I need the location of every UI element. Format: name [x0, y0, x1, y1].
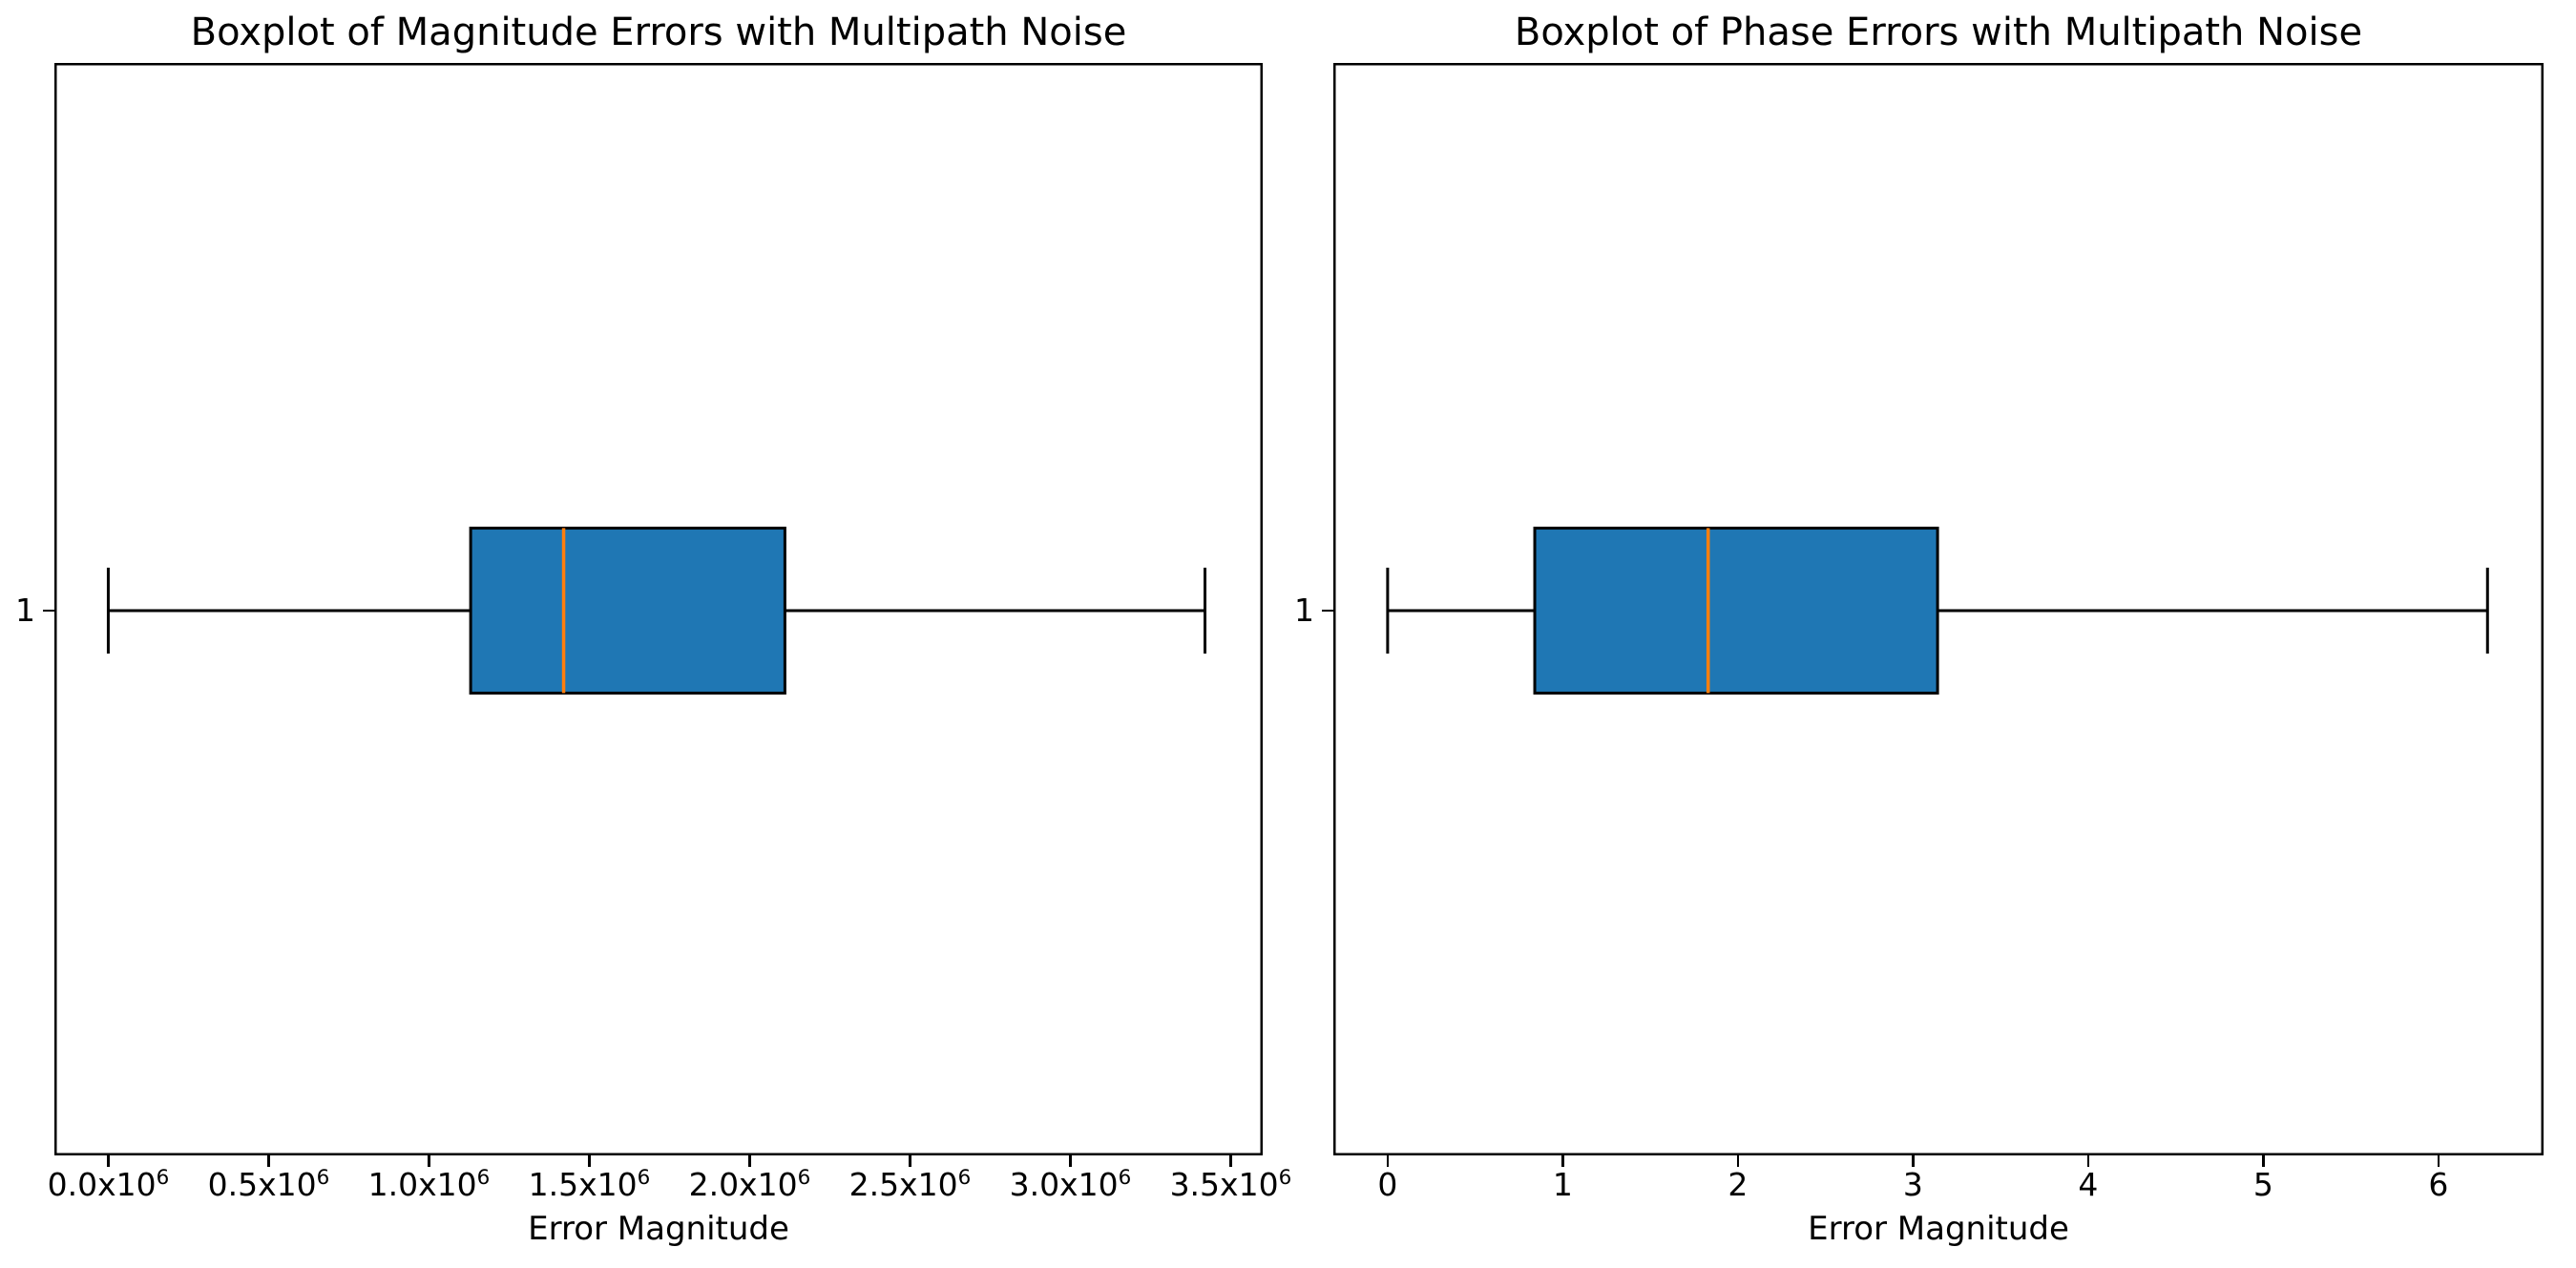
tick-exponent: 6	[957, 1166, 972, 1191]
x-tick-label: 0.5x106	[207, 1166, 330, 1203]
x-tick-mark	[1069, 1155, 1072, 1167]
boxplot-svg	[1333, 63, 2544, 1155]
y-tick-label: 1	[15, 591, 35, 629]
tick-exponent: 6	[1278, 1166, 1292, 1191]
x-tick-label: 2.0x106	[688, 1166, 811, 1203]
x-tick-mark	[2437, 1155, 2440, 1167]
x-tick-mark	[2262, 1155, 2265, 1167]
y-tick-label: 1	[1294, 591, 1314, 629]
x-tick-mark	[1229, 1155, 1232, 1167]
x-axis-label: Error Magnitude	[528, 1210, 789, 1248]
tick-exponent: 6	[637, 1166, 651, 1191]
x-tick-mark	[1912, 1155, 1915, 1167]
x-tick-mark	[748, 1155, 751, 1167]
box-rect	[469, 527, 786, 695]
tick-exponent: 6	[316, 1166, 330, 1191]
chart-title: Boxplot of Phase Errors with Multipath N…	[1514, 10, 2363, 54]
tick-exponent: 6	[476, 1166, 491, 1191]
x-tick-label: 5	[2252, 1166, 2273, 1203]
x-tick-label: 2.5x106	[848, 1166, 972, 1203]
y-tick-mark	[43, 609, 54, 613]
x-tick-label: 3.0x106	[1009, 1166, 1132, 1203]
x-axis-label: Error Magnitude	[1808, 1210, 2069, 1248]
x-tick-label: 0.0x106	[47, 1166, 170, 1203]
plot-area	[54, 63, 1263, 1155]
x-tick-mark	[107, 1155, 110, 1167]
x-tick-mark	[267, 1155, 270, 1167]
x-tick-mark	[1386, 1155, 1390, 1167]
x-tick-mark	[909, 1155, 911, 1167]
boxplot-svg	[54, 63, 1263, 1155]
tick-exponent: 6	[797, 1166, 811, 1191]
x-tick-label: 6	[2428, 1166, 2449, 1203]
x-tick-mark	[2086, 1155, 2090, 1167]
tick-exponent: 6	[1118, 1166, 1132, 1191]
chart-title: Boxplot of Magnitude Errors with Multipa…	[190, 10, 1127, 54]
x-tick-mark	[1736, 1155, 1740, 1167]
x-tick-label: 1.0x106	[367, 1166, 491, 1203]
plot-area	[1333, 63, 2544, 1155]
x-tick-mark	[588, 1155, 591, 1167]
tick-exponent: 6	[156, 1166, 170, 1191]
x-tick-label: 4	[2078, 1166, 2099, 1203]
x-tick-label: 2	[1728, 1166, 1749, 1203]
axes-frame	[54, 63, 1263, 1155]
x-tick-label: 3	[1902, 1166, 1923, 1203]
x-tick-label: 1	[1552, 1166, 1573, 1203]
x-tick-mark	[428, 1155, 430, 1167]
x-tick-label: 0	[1377, 1166, 1398, 1203]
axes-frame	[1333, 63, 2544, 1155]
y-tick-mark	[1322, 609, 1333, 613]
x-tick-label: 1.5x106	[528, 1166, 651, 1203]
box-rect	[1533, 527, 1939, 695]
x-tick-label: 3.5x106	[1169, 1166, 1292, 1203]
x-tick-mark	[1561, 1155, 1564, 1167]
